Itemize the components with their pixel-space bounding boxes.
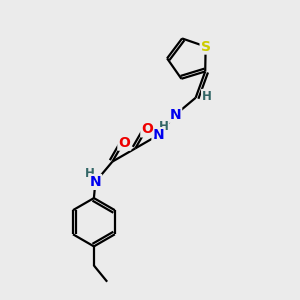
Text: N: N — [169, 108, 181, 122]
Text: N: N — [152, 128, 164, 142]
Text: O: O — [141, 122, 153, 136]
Text: H: H — [202, 90, 212, 103]
Text: O: O — [118, 136, 130, 150]
Text: S: S — [201, 40, 211, 54]
Text: H: H — [159, 120, 169, 134]
Text: H: H — [85, 167, 95, 180]
Text: N: N — [90, 175, 101, 189]
